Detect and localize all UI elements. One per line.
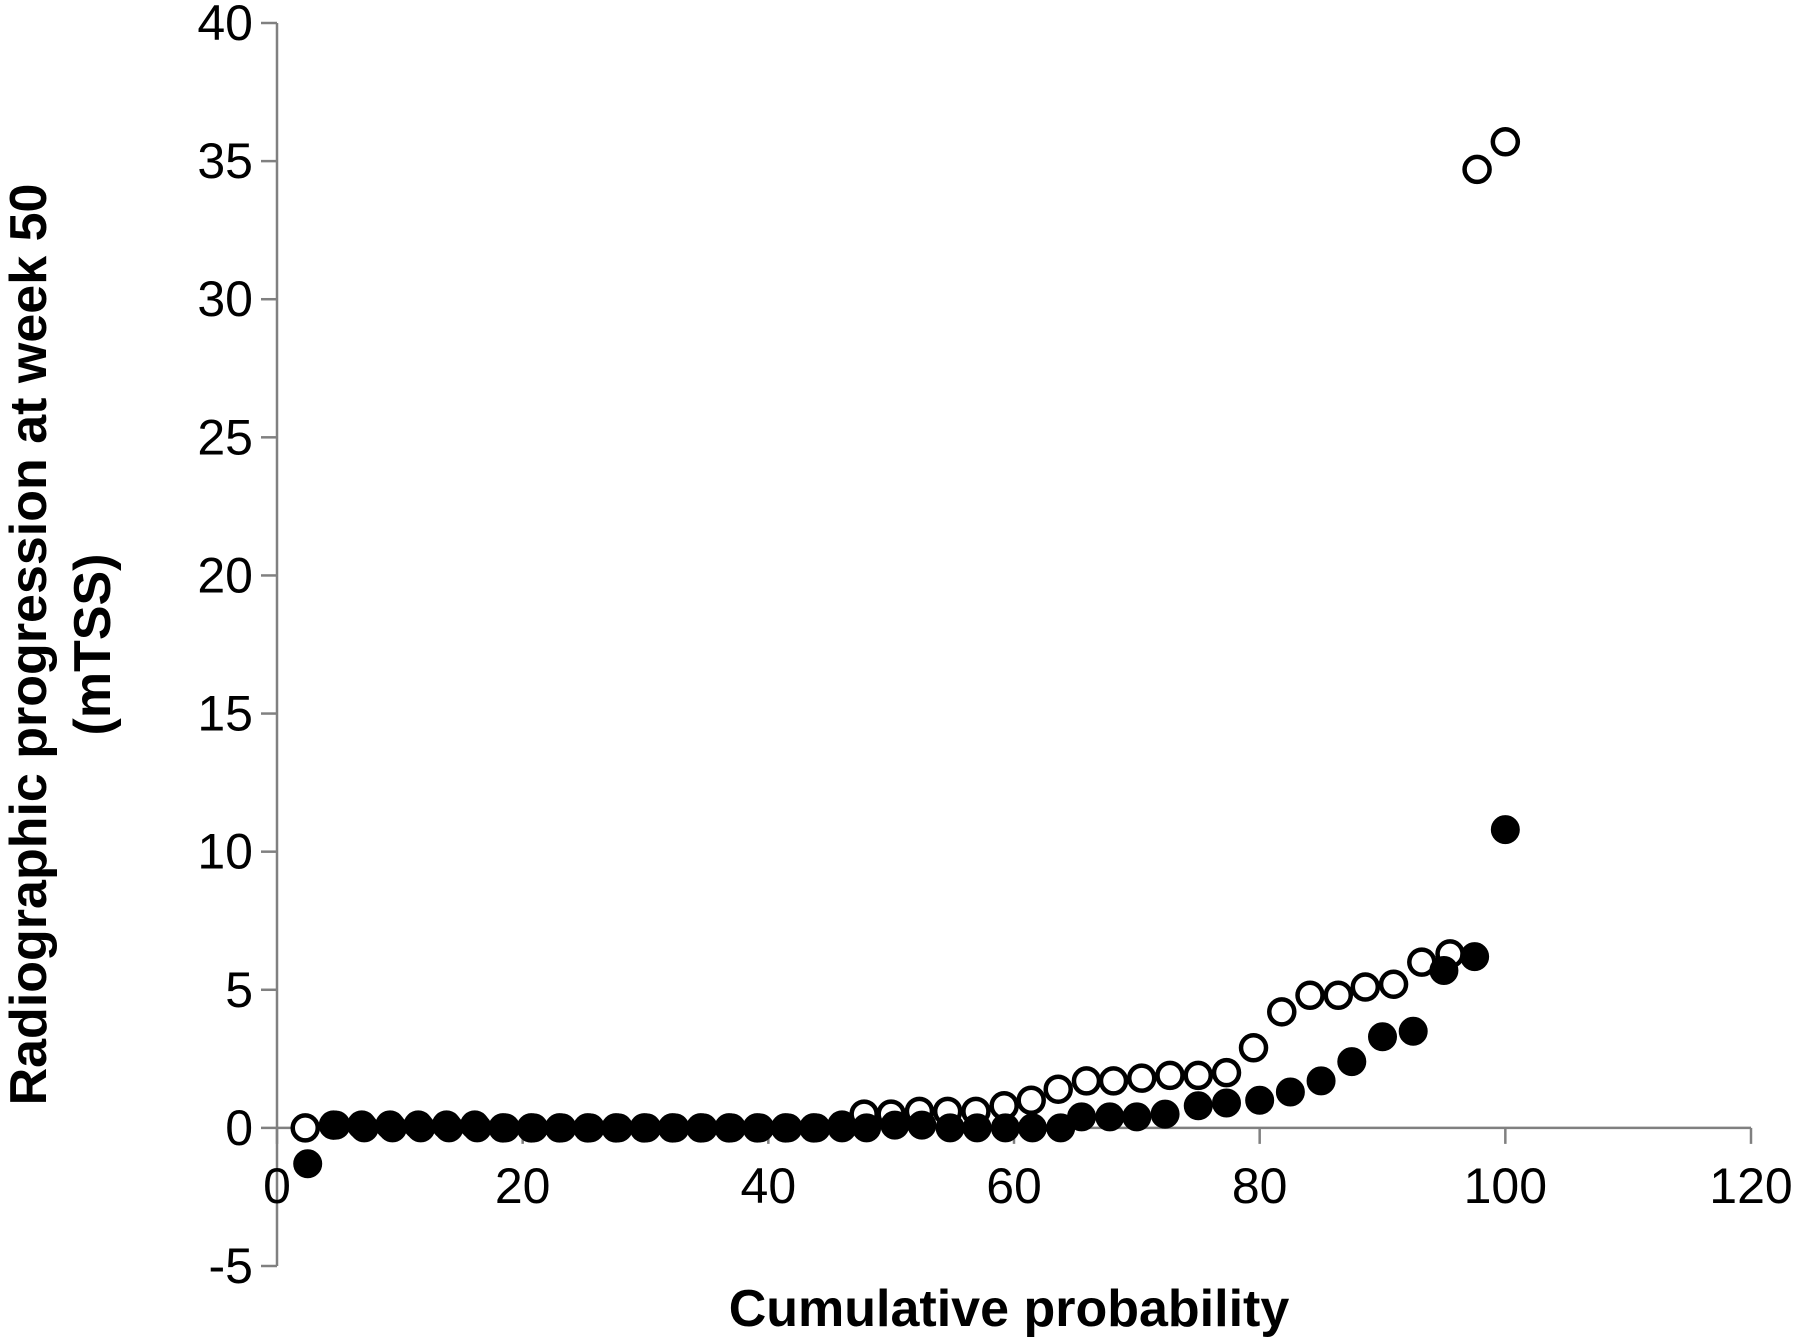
filled-data-point [1122,1102,1152,1132]
y-tick-label: 5 [225,962,253,1018]
y-tick-label: 10 [197,824,253,880]
filled-data-point [575,1113,605,1143]
filled-data-point [490,1113,520,1143]
open-data-point [290,1113,321,1143]
x-axis-title: Cumulative probability [729,1280,1290,1338]
filled-data-point [462,1113,492,1143]
open-data-point [1323,980,1354,1011]
open-data-point [1350,972,1381,1002]
x-tick-label: 120 [1709,1158,1792,1214]
filled-data-point [434,1113,464,1143]
y-axis-title-line-2: (mTSS) [64,554,122,736]
x-tick-label: 60 [986,1158,1042,1214]
y-tick-label: -5 [209,1238,253,1294]
filled-data-point [990,1113,1020,1143]
y-tick-label: 20 [197,547,253,603]
filled-data-point [377,1113,407,1143]
x-ticks: 0 20 40 60 80 100 120 [263,1127,1793,1214]
filled-data-point [801,1113,831,1143]
y-tick-label: 15 [197,686,253,742]
filled-data-point [745,1113,775,1143]
open-data-point [1490,127,1521,157]
filled-data-point [1245,1085,1275,1115]
x-tick-label: 80 [1232,1158,1288,1214]
open-data-point [1098,1066,1129,1096]
filled-data-point [519,1113,549,1143]
open-data-point [1126,1063,1157,1093]
open-data-point [1462,154,1492,185]
y-ticks: -5 0 5 10 15 20 25 30 35 40 [197,0,277,1294]
x-tick-label: 20 [495,1158,551,1214]
y-tick-label: 25 [197,409,253,465]
filled-data-point [827,1113,857,1143]
y-axis-title: Radiographic progression at week 50 (mTS… [0,184,122,1106]
open-data-point [1295,980,1325,1011]
filled-data-point [1398,1016,1428,1046]
x-tick-label: 0 [263,1158,291,1214]
filled-data-point [349,1113,379,1143]
open-data-point [1211,1057,1242,1088]
filled-data-point [321,1110,351,1140]
y-tick-label: 0 [225,1100,253,1156]
y-tick-label: 35 [197,133,253,189]
data-points [290,127,1521,1179]
y-tick-label: 30 [197,271,253,327]
filled-data-point [1337,1047,1367,1077]
filled-data-point [1067,1102,1097,1132]
open-data-point [1238,1033,1269,1063]
y-tick-label: 40 [197,0,253,51]
open-data-point [1267,997,1297,1027]
filled-data-point [1275,1077,1305,1107]
axes [275,23,1751,1266]
filled-data-point [688,1113,718,1143]
open-data-point [1183,1060,1213,1091]
filled-data-point [293,1149,323,1179]
filled-data-point [1095,1102,1125,1132]
series-2 [293,815,1520,1179]
filled-data-point [406,1113,436,1143]
open-data-point [1043,1074,1073,1104]
filled-data-point [716,1113,746,1143]
filled-data-point [1306,1066,1336,1096]
filled-data-point [1017,1113,1047,1143]
filled-data-point [773,1113,803,1143]
filled-data-point [603,1113,633,1143]
y-axis-title-line-1: Radiographic progression at week 50 [0,184,58,1106]
filled-data-point [852,1113,882,1143]
filled-data-point [935,1113,965,1143]
filled-data-point [880,1110,910,1140]
filled-data-point [660,1113,690,1143]
filled-data-point [962,1113,992,1143]
open-data-point [1378,969,1409,1000]
filled-data-point [1150,1099,1180,1129]
filled-data-point [632,1113,662,1143]
filled-data-point [1429,955,1459,985]
x-tick-label: 100 [1464,1158,1547,1214]
filled-data-point [1183,1091,1213,1121]
filled-data-point [1212,1088,1242,1118]
x-tick-label: 40 [741,1158,797,1214]
filled-data-point [1490,815,1520,845]
filled-data-point [1368,1022,1397,1052]
series-1 [290,127,1521,1143]
open-data-point [1155,1060,1185,1091]
open-data-point [1071,1066,1102,1096]
filled-data-point [547,1113,577,1143]
open-data-point [1016,1085,1046,1116]
filled-data-point [1460,942,1490,972]
filled-data-point [907,1110,937,1140]
